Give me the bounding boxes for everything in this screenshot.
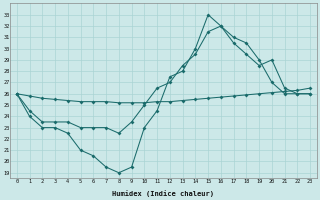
X-axis label: Humidex (Indice chaleur): Humidex (Indice chaleur) <box>112 190 214 197</box>
